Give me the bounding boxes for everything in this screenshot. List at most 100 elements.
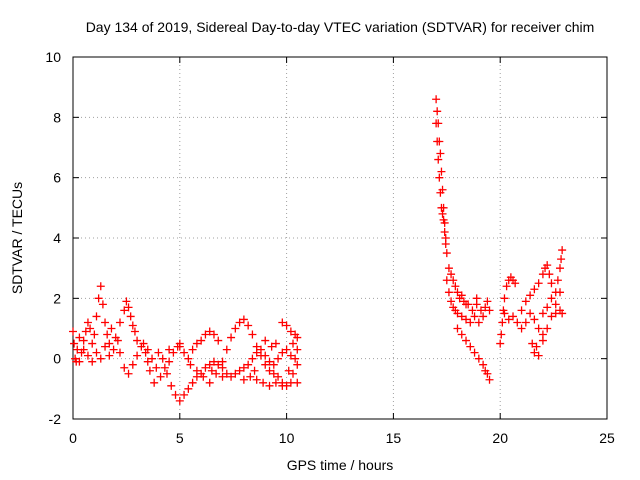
data-point bbox=[143, 357, 152, 366]
data-point bbox=[139, 339, 148, 348]
data-point bbox=[188, 378, 197, 387]
data-point bbox=[474, 354, 483, 363]
data-point bbox=[145, 366, 154, 375]
data-point bbox=[269, 360, 278, 369]
data-point bbox=[468, 306, 477, 315]
data-point bbox=[470, 312, 479, 321]
data-point bbox=[441, 240, 450, 249]
data-point bbox=[205, 327, 214, 336]
data-point bbox=[175, 396, 184, 405]
data-point bbox=[538, 336, 547, 345]
data-point bbox=[271, 339, 280, 348]
data-point bbox=[261, 351, 270, 360]
data-point bbox=[534, 351, 543, 360]
data-point bbox=[286, 351, 295, 360]
data-point bbox=[485, 306, 494, 315]
data-point bbox=[235, 318, 244, 327]
data-point bbox=[497, 330, 506, 339]
data-point bbox=[432, 119, 441, 128]
data-point bbox=[122, 297, 131, 306]
data-point bbox=[160, 363, 169, 372]
data-point bbox=[269, 369, 278, 378]
data-point bbox=[442, 249, 451, 258]
data-point bbox=[180, 390, 189, 399]
data-point bbox=[479, 312, 488, 321]
data-point bbox=[547, 312, 556, 321]
data-point bbox=[133, 336, 142, 345]
data-point bbox=[438, 209, 447, 218]
plot-frame bbox=[72, 56, 608, 420]
data-point bbox=[502, 282, 511, 291]
data-point bbox=[286, 327, 295, 336]
data-point bbox=[180, 348, 189, 357]
data-point bbox=[466, 342, 475, 351]
data-point bbox=[557, 255, 566, 264]
data-point bbox=[86, 324, 95, 333]
data-point bbox=[231, 324, 240, 333]
data-point bbox=[148, 354, 157, 363]
data-point bbox=[474, 318, 483, 327]
data-point bbox=[184, 354, 193, 363]
data-point bbox=[521, 297, 530, 306]
data-point bbox=[513, 318, 522, 327]
data-point bbox=[434, 155, 443, 164]
data-point bbox=[267, 342, 276, 351]
data-point bbox=[453, 309, 462, 318]
data-point bbox=[261, 360, 270, 369]
data-point bbox=[231, 369, 240, 378]
data-point bbox=[209, 330, 218, 339]
data-point bbox=[457, 330, 466, 339]
data-point bbox=[171, 390, 180, 399]
data-point bbox=[500, 294, 509, 303]
data-point bbox=[239, 375, 248, 384]
data-point bbox=[440, 227, 449, 236]
data-point bbox=[432, 95, 441, 104]
data-point bbox=[534, 324, 543, 333]
data-point bbox=[214, 360, 223, 369]
data-point bbox=[218, 372, 227, 381]
data-point bbox=[90, 330, 99, 339]
data-point bbox=[212, 369, 221, 378]
x-tick-label: 5 bbox=[176, 430, 184, 446]
data-point bbox=[265, 366, 274, 375]
data-point bbox=[239, 315, 248, 324]
data-point bbox=[433, 107, 442, 116]
data-point bbox=[209, 357, 218, 366]
data-point bbox=[205, 378, 214, 387]
x-tick-label: 25 bbox=[599, 430, 615, 446]
data-point bbox=[538, 309, 547, 318]
data-point bbox=[259, 378, 268, 387]
data-point bbox=[466, 318, 475, 327]
data-point bbox=[88, 357, 97, 366]
data-point bbox=[75, 357, 84, 366]
data-point bbox=[278, 348, 287, 357]
data-point bbox=[291, 354, 300, 363]
data-point bbox=[530, 315, 539, 324]
x-tick-label: 15 bbox=[386, 430, 402, 446]
chart-title: Day 134 of 2019, Sidereal Day-to-day VTE… bbox=[86, 19, 595, 35]
axis-ticks: 0 5 10 15 20 25 -2 0 2 4 6 8 10 bbox=[45, 49, 615, 446]
data-point bbox=[184, 384, 193, 393]
data-point bbox=[481, 303, 490, 312]
data-point bbox=[442, 276, 451, 285]
data-point bbox=[244, 321, 253, 330]
data-point bbox=[111, 333, 120, 342]
data-point bbox=[436, 149, 445, 158]
data-point bbox=[545, 270, 554, 279]
data-point bbox=[444, 264, 453, 273]
data-point bbox=[96, 282, 105, 291]
data-point bbox=[218, 357, 227, 366]
data-point bbox=[205, 360, 214, 369]
data-point bbox=[98, 300, 107, 309]
data-point bbox=[498, 318, 507, 327]
y-axis-label: SDTVAR / TECUs bbox=[9, 182, 25, 294]
data-point bbox=[453, 324, 462, 333]
data-point bbox=[248, 330, 257, 339]
data-point bbox=[103, 330, 112, 339]
data-point bbox=[551, 300, 560, 309]
data-point bbox=[152, 363, 161, 372]
data-point bbox=[109, 345, 118, 354]
data-point bbox=[128, 360, 137, 369]
data-point bbox=[186, 360, 195, 369]
data-point bbox=[227, 333, 236, 342]
